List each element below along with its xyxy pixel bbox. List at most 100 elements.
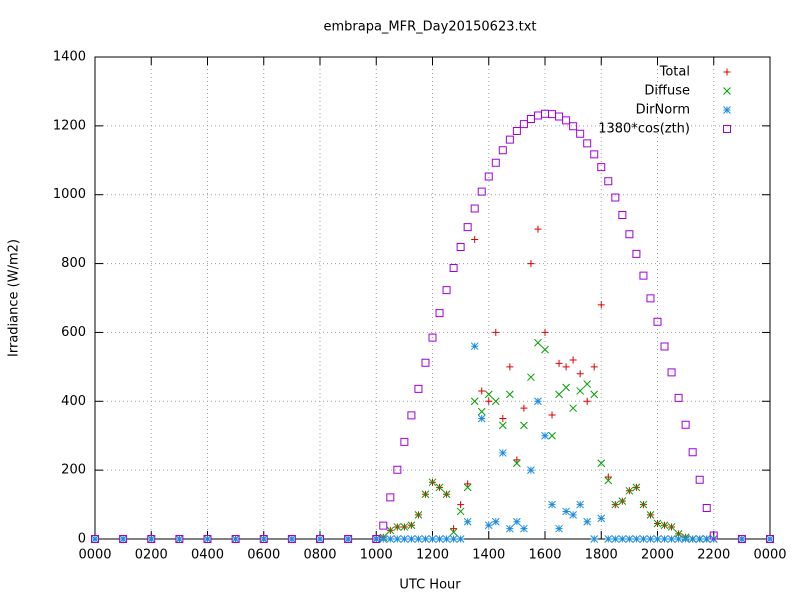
y-tick-label: 1200	[53, 118, 86, 133]
data-point	[407, 535, 416, 543]
data-point	[548, 431, 556, 440]
legend-marker	[723, 106, 731, 114]
legend-marker	[723, 125, 731, 133]
data-point	[555, 359, 563, 367]
data-point	[590, 363, 598, 371]
data-point	[632, 249, 641, 258]
data-point	[421, 490, 430, 499]
data-point	[456, 507, 465, 516]
data-point	[646, 535, 655, 543]
data-point	[421, 535, 430, 543]
data-point	[414, 384, 423, 393]
data-point	[119, 535, 127, 543]
data-point	[520, 421, 528, 430]
data-point	[548, 500, 556, 509]
data-point	[386, 526, 395, 535]
data-point	[91, 535, 99, 543]
data-point	[766, 535, 774, 543]
y-tick-label: 200	[61, 463, 86, 478]
data-point	[456, 535, 465, 543]
data-point	[625, 486, 634, 495]
data-point	[674, 535, 683, 543]
data-point	[639, 535, 648, 543]
data-point	[590, 150, 599, 159]
data-point	[428, 333, 437, 342]
data-point	[506, 363, 514, 371]
legend-label: DirNorm	[636, 103, 690, 118]
data-point	[316, 535, 324, 543]
data-point	[604, 535, 613, 543]
data-point	[435, 483, 444, 492]
data-point	[562, 363, 570, 371]
data-point	[464, 480, 472, 488]
data-point	[604, 473, 612, 481]
data-point	[541, 345, 549, 354]
data-point	[569, 511, 577, 519]
x-tick-label: 1000	[360, 548, 393, 563]
data-point	[435, 309, 444, 318]
data-point	[583, 517, 592, 526]
data-point	[534, 338, 542, 347]
data-point	[625, 230, 634, 239]
data-point	[646, 511, 655, 519]
data-point	[450, 525, 458, 533]
data-point	[484, 521, 493, 530]
data-point	[287, 535, 296, 543]
data-point	[379, 535, 388, 543]
data-point	[541, 328, 549, 336]
data-point	[203, 535, 212, 543]
data-point	[688, 448, 697, 457]
data-point	[91, 535, 99, 543]
data-point	[492, 328, 500, 336]
data-point	[625, 535, 634, 543]
data-point	[379, 521, 388, 530]
data-point	[484, 390, 493, 399]
data-point	[520, 404, 528, 412]
data-point	[470, 204, 479, 213]
data-point	[562, 507, 570, 516]
data-point	[259, 535, 268, 543]
data-point	[414, 535, 423, 543]
data-point	[527, 373, 535, 382]
data-point	[400, 535, 409, 543]
data-point	[618, 497, 627, 505]
data-point	[618, 535, 627, 543]
data-point	[681, 535, 690, 543]
data-point	[695, 535, 704, 543]
data-point	[400, 437, 409, 446]
data-point	[611, 193, 620, 202]
data-point	[175, 535, 184, 543]
data-point	[639, 271, 648, 280]
data-point	[667, 535, 676, 543]
chart-title: embrapa_MFR_Day20150623.txt	[323, 20, 536, 35]
legend-marker	[723, 87, 731, 95]
data-point	[407, 411, 416, 420]
data-point	[344, 535, 353, 543]
data-point	[407, 521, 416, 530]
data-point	[393, 465, 402, 474]
data-point	[555, 524, 563, 533]
data-point	[428, 535, 437, 543]
data-point	[583, 380, 592, 388]
data-point	[618, 211, 627, 220]
data-point	[660, 342, 669, 351]
data-point	[491, 397, 500, 406]
data-point	[738, 535, 746, 543]
data-point	[667, 523, 676, 531]
data-point	[512, 127, 521, 136]
data-point	[660, 535, 669, 543]
data-point	[463, 517, 472, 526]
x-axis-label: UTC Hour	[399, 578, 461, 593]
data-point	[590, 535, 599, 543]
data-point	[498, 449, 507, 457]
data-point	[386, 493, 395, 502]
data-point	[653, 317, 662, 326]
data-point	[520, 524, 528, 533]
x-tick-label: 0000	[753, 548, 786, 563]
data-point	[590, 390, 599, 399]
data-point	[471, 235, 479, 243]
data-point	[505, 135, 514, 144]
data-point	[386, 535, 395, 543]
data-point	[505, 524, 514, 533]
